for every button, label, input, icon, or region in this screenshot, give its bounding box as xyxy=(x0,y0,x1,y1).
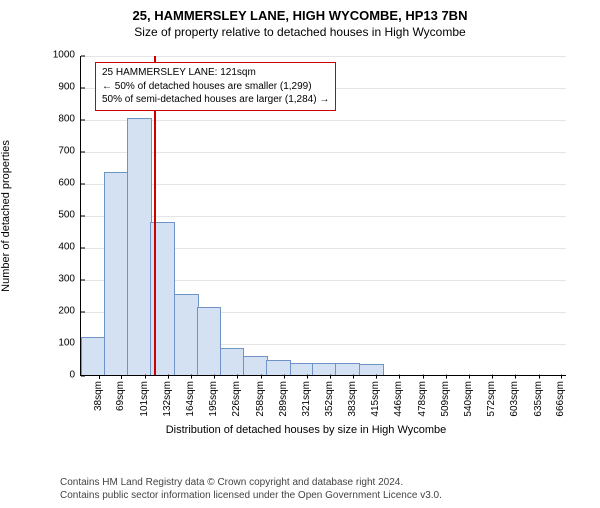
y-tick-label: 400 xyxy=(58,242,81,253)
y-tick-label: 100 xyxy=(58,338,81,349)
y-tick-label: 700 xyxy=(58,146,81,157)
x-tick-label: 226sqm xyxy=(231,381,242,417)
histogram-bar xyxy=(290,363,315,375)
credits-block: Contains HM Land Registry data © Crown c… xyxy=(60,476,590,502)
x-tick-label: 572sqm xyxy=(486,381,497,417)
x-tick-label: 38sqm xyxy=(93,381,104,411)
histogram-bar xyxy=(220,348,245,375)
credits-line-2: Contains public sector information licen… xyxy=(60,489,590,502)
histogram-bar xyxy=(81,337,106,375)
x-tick-label: 446sqm xyxy=(393,381,404,417)
x-axis-label: Distribution of detached houses by size … xyxy=(46,424,566,436)
x-tick-label: 478sqm xyxy=(417,381,428,417)
y-axis-label: Number of detached properties xyxy=(0,140,12,292)
histogram-bar xyxy=(359,364,384,375)
x-tick-label: 289sqm xyxy=(278,381,289,417)
x-tick-label: 132sqm xyxy=(162,381,173,417)
x-tick-label: 509sqm xyxy=(440,381,451,417)
y-tick-label: 500 xyxy=(58,210,81,221)
histogram-bar xyxy=(174,294,199,375)
annotation-line: 25 HAMMERSLEY LANE: 121sqm xyxy=(102,66,329,80)
y-tick-label: 600 xyxy=(58,178,81,189)
x-tick-label: 352sqm xyxy=(324,381,335,417)
plot-area: 0100200300400500600700800900100038sqm69s… xyxy=(80,56,566,376)
y-tick-label: 800 xyxy=(58,114,81,125)
y-tick-label: 300 xyxy=(58,274,81,285)
credits-line-1: Contains HM Land Registry data © Crown c… xyxy=(60,476,590,489)
x-tick-label: 540sqm xyxy=(463,381,474,417)
histogram-bar xyxy=(266,360,291,375)
annotation-line: 50% of semi-detached houses are larger (… xyxy=(102,93,329,107)
x-tick-label: 635sqm xyxy=(533,381,544,417)
y-tick-label: 0 xyxy=(69,370,81,381)
x-tick-label: 603sqm xyxy=(509,381,520,417)
histogram-bar xyxy=(104,172,129,375)
x-tick-label: 101sqm xyxy=(139,381,150,417)
x-tick-label: 383sqm xyxy=(347,381,358,417)
histogram-bar xyxy=(335,363,360,375)
y-tick-label: 900 xyxy=(58,82,81,93)
x-tick-label: 321sqm xyxy=(301,381,312,417)
y-tick-label: 200 xyxy=(58,306,81,317)
histogram-chart: Number of detached properties 0100200300… xyxy=(46,56,566,408)
x-tick-label: 69sqm xyxy=(115,381,126,411)
chart-title-sub: Size of property relative to detached ho… xyxy=(0,25,600,39)
x-tick-label: 195sqm xyxy=(208,381,219,417)
histogram-bar xyxy=(243,356,268,375)
histogram-bar xyxy=(197,307,222,375)
histogram-bar xyxy=(127,118,152,375)
annotation-line: ← 50% of detached houses are smaller (1,… xyxy=(102,80,329,94)
histogram-bar xyxy=(312,363,337,375)
x-tick-label: 258sqm xyxy=(255,381,266,417)
annotation-box: 25 HAMMERSLEY LANE: 121sqm← 50% of detac… xyxy=(95,62,336,111)
y-tick-label: 1000 xyxy=(53,50,81,61)
chart-title-main: 25, HAMMERSLEY LANE, HIGH WYCOMBE, HP13 … xyxy=(0,8,600,23)
x-tick-label: 164sqm xyxy=(185,381,196,417)
x-tick-label: 415sqm xyxy=(370,381,381,417)
x-tick-label: 666sqm xyxy=(555,381,566,417)
